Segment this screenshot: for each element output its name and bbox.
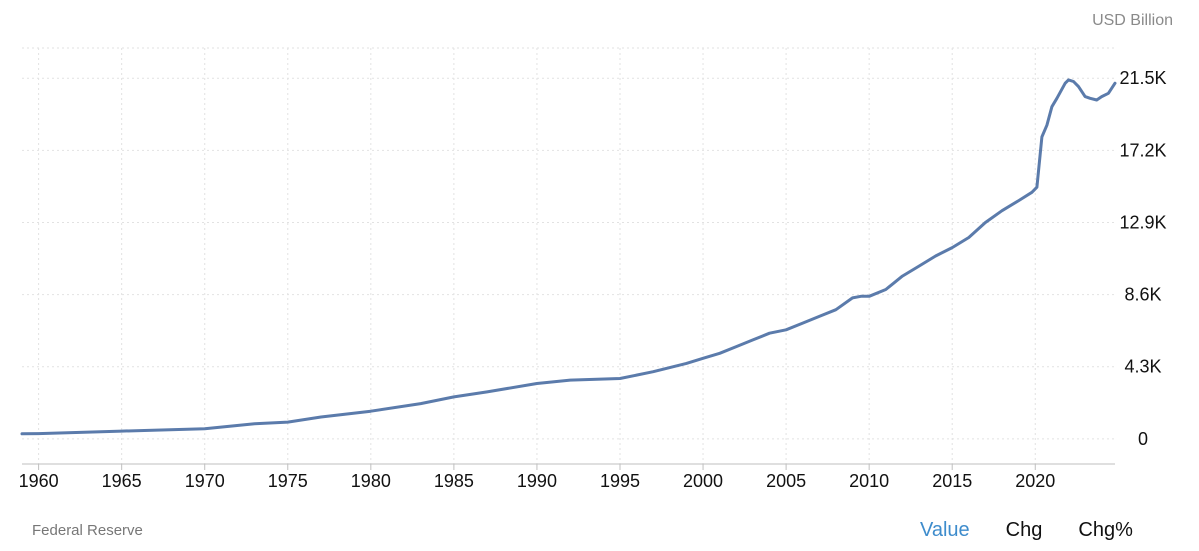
y-tick-label: 12.9K	[1119, 212, 1166, 232]
source-label: Federal Reserve	[32, 522, 143, 539]
y-tick-label: 8.6K	[1124, 285, 1161, 305]
tab-chg-percent[interactable]: Chg%	[1078, 519, 1133, 541]
horizontal-gridlines	[22, 77, 1115, 440]
x-tick-label: 2000	[683, 471, 723, 491]
tab-value[interactable]: Value	[920, 519, 970, 541]
unit-label: USD Billion	[1092, 12, 1173, 29]
x-tick-label: 1960	[19, 471, 59, 491]
series-line[interactable]	[20, 78, 1117, 436]
tab-chg[interactable]: Chg	[1005, 519, 1043, 541]
y-tick-label: 4.3K	[1124, 357, 1161, 377]
y-tick-label: 17.2K	[1119, 140, 1166, 160]
y-axis-tick-labels: 0 4.3K 8.6K 12.9K 17.2K 21.5K	[1119, 68, 1166, 449]
line-chart: 1960 1965 1970 1975 1980 1985 1990 1995 2000 2005…	[19, 47, 1167, 491]
x-tick-label: 2010	[849, 471, 889, 491]
x-tick-label: 2015	[932, 471, 972, 491]
x-tick-label: 1995	[600, 471, 640, 491]
x-tick-label: 1980	[351, 471, 391, 491]
vertical-gridlines	[22, 47, 1115, 464]
x-axis-tick-labels: 1960 1965 1970 1975 1980 1985 1990 1995 2000 2005…	[19, 471, 1056, 491]
x-tick-label: 1990	[517, 471, 557, 491]
x-tick-label: 1985	[434, 471, 474, 491]
x-tick-label: 1975	[268, 471, 308, 491]
x-tick-label: 2020	[1015, 471, 1055, 491]
y-tick-label: 0	[1138, 429, 1148, 449]
x-tick-label: 1970	[185, 471, 225, 491]
x-tick-label: 2005	[766, 471, 806, 491]
y-tick-label: 21.5K	[1119, 68, 1166, 88]
view-tabs: Value Chg Chg%	[920, 519, 1133, 542]
x-tick-label: 1965	[102, 471, 142, 491]
x-axis-ticks	[38, 464, 1036, 470]
